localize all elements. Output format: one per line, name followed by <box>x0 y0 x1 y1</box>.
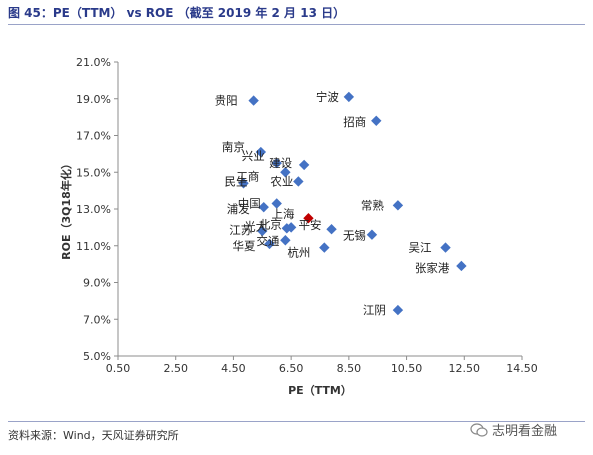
point-label: 宁波 <box>316 90 339 104</box>
data-point <box>319 242 330 253</box>
point-label: 吴江 <box>409 241 432 255</box>
data-point <box>280 235 291 246</box>
x-axis-title: PE（TTM） <box>288 384 352 397</box>
watermark-text: 志明看金融 <box>492 424 558 439</box>
point-label: 无锡 <box>343 229 366 243</box>
point-label: 工商 <box>236 169 259 183</box>
point-label: 招商 <box>343 115 366 129</box>
watermark: 志明看金融 <box>470 420 557 439</box>
y-tick-label: 21.0% <box>76 56 111 69</box>
data-point <box>326 224 337 235</box>
point-label: 交通 <box>256 234 279 248</box>
data-point <box>238 178 249 189</box>
point-label: 江阴 <box>363 303 386 317</box>
y-tick-label: 17.0% <box>76 130 111 143</box>
data-point <box>280 167 291 178</box>
point-label: 民生 <box>225 174 248 188</box>
data-point <box>456 260 467 272</box>
data-point <box>255 146 267 158</box>
point-label: 张家港 <box>415 261 450 275</box>
data-point <box>271 157 282 169</box>
point-label: 浦发 <box>227 202 250 216</box>
y-axis-title: ROE（3Q18年化） <box>59 158 73 260</box>
y-tick-label: 13.0% <box>76 203 111 216</box>
x-tick-label: 0.50 <box>106 362 131 375</box>
data-point <box>371 115 382 126</box>
data-point <box>343 91 355 103</box>
data-point <box>271 198 282 209</box>
data-point <box>298 159 310 171</box>
point-label: 建设 <box>269 156 292 170</box>
point-label: 光大 <box>244 219 267 233</box>
x-tick-label: 8.50 <box>337 362 362 375</box>
point-label: 兴业 <box>242 149 265 163</box>
data-point <box>392 200 404 211</box>
point-label: 南京 <box>222 140 245 154</box>
point-label: 农业 <box>270 174 293 188</box>
point-label: 华夏 <box>233 239 256 253</box>
data-point <box>303 212 314 224</box>
point-label: 常熟 <box>361 198 384 212</box>
chart-title: 图 45：PE（TTM） vs ROE （截至 2019 年 2 月 13 日） <box>8 6 346 20</box>
point-label: 江苏 <box>229 223 252 237</box>
y-tick-label: 15.0% <box>76 166 111 179</box>
point-label: 贵阳 <box>215 94 238 108</box>
data-point <box>366 229 378 240</box>
y-tick-label: 11.0% <box>76 240 111 253</box>
x-tick-label: 4.50 <box>221 362 246 375</box>
x-tick-label: 10.50 <box>391 362 423 375</box>
point-label: 中国 <box>238 196 261 210</box>
point-label: 杭州 <box>287 246 310 260</box>
scatter-chart: 0.50 2.50 4.50 6.50 8.50 10.50 12.50 14.50 5.0% 7… <box>59 56 538 397</box>
source-note: 资料来源：Wind，天风证券研究所 <box>8 429 179 442</box>
data-point <box>257 225 268 237</box>
tick-labels: 0.50 2.50 4.50 6.50 8.50 10.50 12.50 14.50 5.0% 7… <box>76 56 538 375</box>
data-point <box>440 242 451 253</box>
data-point <box>264 238 275 250</box>
data-point <box>258 201 269 213</box>
x-tick-label: 12.50 <box>449 362 481 375</box>
title-divider <box>8 24 585 25</box>
point-label: 北京 <box>259 217 282 231</box>
x-tick-label: 6.50 <box>279 362 304 375</box>
y-tick-label: 19.0% <box>76 93 111 106</box>
y-tick-label: 5.0% <box>83 350 111 363</box>
data-points <box>238 91 467 316</box>
y-tick-label: 9.0% <box>83 277 111 290</box>
y-tick-label: 7.0% <box>83 313 111 326</box>
axes <box>114 61 523 360</box>
data-point <box>293 176 304 187</box>
data-point <box>248 95 259 106</box>
x-tick-label: 2.50 <box>163 362 188 375</box>
point-label: 上海 <box>271 207 294 221</box>
x-tick-label: 14.50 <box>506 362 538 375</box>
point-label: 平安 <box>299 218 322 232</box>
data-point <box>392 304 404 316</box>
data-point <box>285 222 297 233</box>
wechat-icon <box>470 422 488 437</box>
footer-divider <box>8 421 585 422</box>
